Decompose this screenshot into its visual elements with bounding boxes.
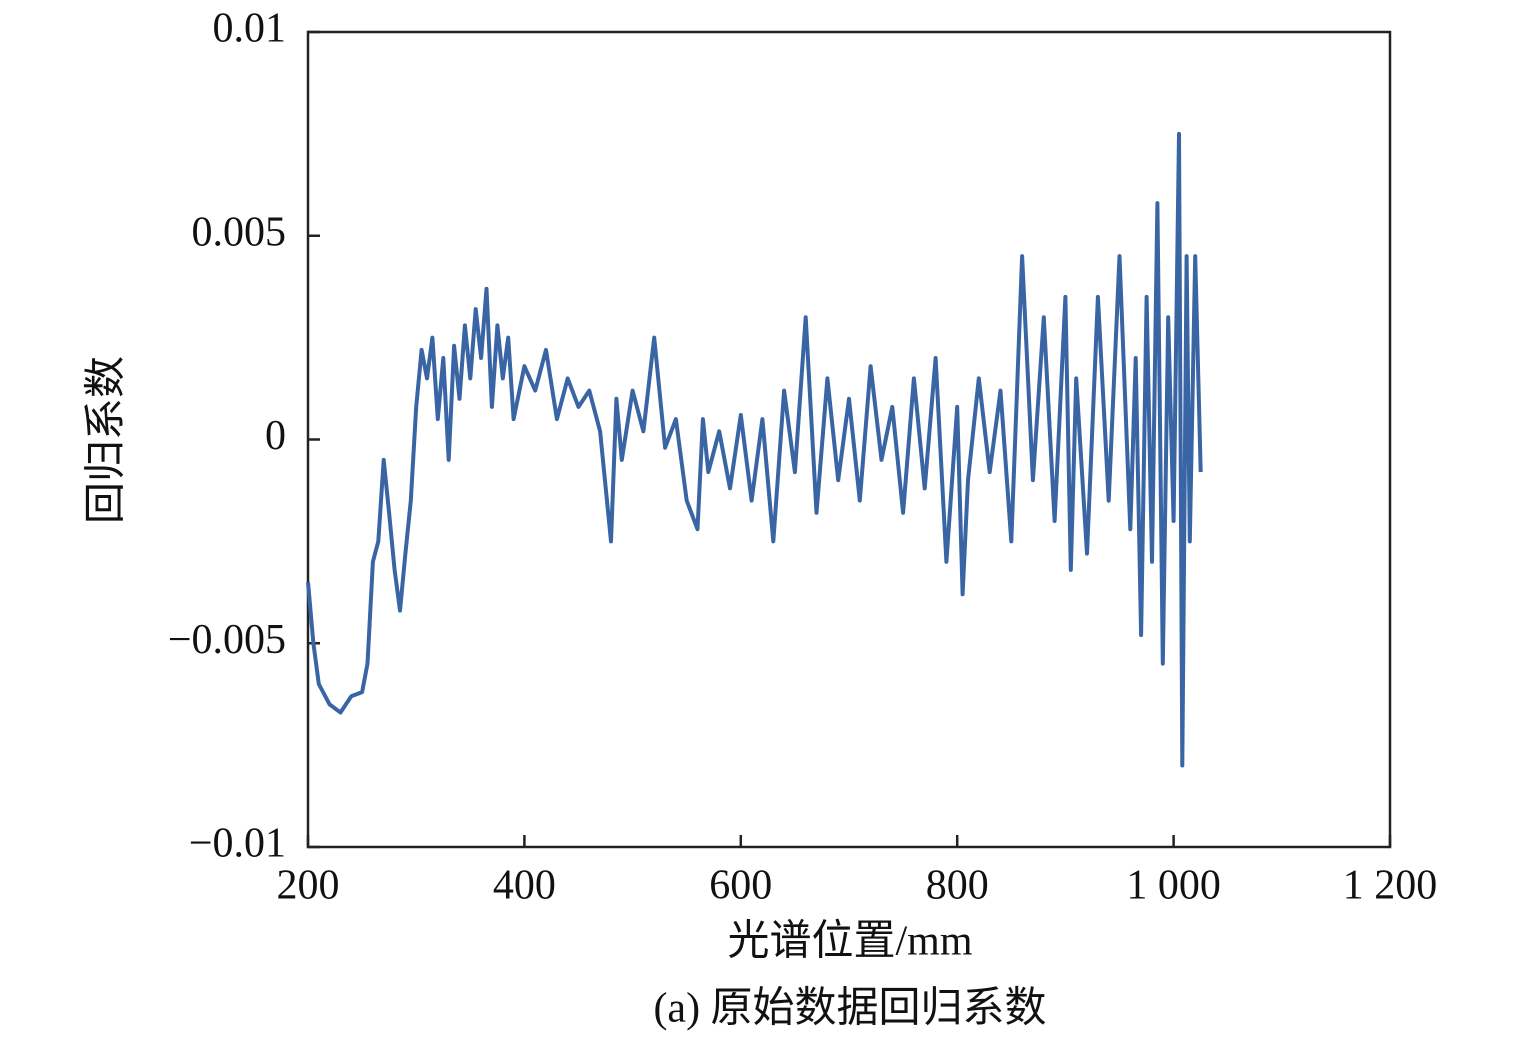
x-tick-label: 1 200: [1343, 863, 1438, 909]
y-tick-label: −0.01: [189, 821, 286, 867]
x-tick-label: 200: [277, 863, 340, 909]
y-tick-label: 0.005: [192, 209, 287, 255]
x-tick-label: 400: [493, 863, 556, 909]
plot-frame: [306, 30, 1392, 849]
y-tick-label: 0.01: [213, 6, 287, 52]
y-tick-label: −0.005: [168, 617, 286, 663]
x-tick-label: 800: [926, 863, 989, 909]
x-axis-title: 光谱位置/mm: [727, 918, 972, 965]
x-tick-label: 600: [709, 863, 772, 909]
data-line: [306, 131, 1203, 768]
y-tick-label: 0: [265, 413, 286, 459]
x-tick-label: 1 000: [1126, 863, 1221, 909]
caption: (a) 原始数据回归系数: [653, 986, 1046, 1032]
y-axis-title: 回归系数: [84, 356, 130, 524]
